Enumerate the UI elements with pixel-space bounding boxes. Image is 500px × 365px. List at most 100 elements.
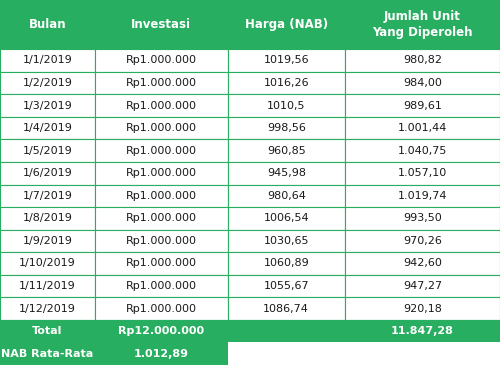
Text: Rp1.000.000: Rp1.000.000	[126, 236, 197, 246]
Bar	[0, 94, 95, 117]
Text: Total: Total	[32, 326, 62, 336]
Bar	[345, 49, 500, 72]
Bar	[228, 207, 345, 230]
Text: Rp1.000.000: Rp1.000.000	[126, 258, 197, 269]
Bar	[228, 252, 345, 275]
Text: 1.001,44: 1.001,44	[398, 123, 447, 133]
Text: 1/2/2019: 1/2/2019	[22, 78, 72, 88]
Bar	[228, 342, 345, 365]
Bar	[345, 275, 500, 297]
Text: 1/10/2019: 1/10/2019	[19, 258, 76, 269]
Text: 1006,54: 1006,54	[264, 214, 309, 223]
Bar	[95, 320, 228, 342]
Bar	[95, 342, 228, 365]
Text: 1055,67: 1055,67	[264, 281, 309, 291]
Bar	[0, 49, 95, 72]
Bar	[95, 297, 228, 320]
Text: 970,26: 970,26	[403, 236, 442, 246]
Bar	[345, 230, 500, 252]
Bar	[345, 320, 500, 342]
Text: 1/3/2019: 1/3/2019	[22, 101, 72, 111]
Text: Rp1.000.000: Rp1.000.000	[126, 78, 197, 88]
Text: 1060,89: 1060,89	[264, 258, 309, 269]
Bar	[345, 185, 500, 207]
Bar	[228, 117, 345, 139]
Text: 1016,26: 1016,26	[264, 78, 309, 88]
Bar	[0, 297, 95, 320]
Bar	[345, 94, 500, 117]
Bar	[228, 185, 345, 207]
Text: 960,85: 960,85	[267, 146, 306, 156]
Text: 980,82: 980,82	[403, 55, 442, 65]
Bar	[95, 94, 228, 117]
Bar	[228, 297, 345, 320]
Bar	[228, 320, 345, 342]
Bar	[95, 117, 228, 139]
Text: 945,98: 945,98	[267, 168, 306, 178]
Bar	[345, 139, 500, 162]
Text: Rp1.000.000: Rp1.000.000	[126, 214, 197, 223]
Text: 1.040,75: 1.040,75	[398, 146, 447, 156]
Bar	[228, 139, 345, 162]
Bar	[0, 139, 95, 162]
Bar	[0, 0, 95, 49]
Bar	[228, 49, 345, 72]
Bar	[0, 252, 95, 275]
Bar	[95, 185, 228, 207]
Bar	[345, 0, 500, 49]
Bar	[345, 297, 500, 320]
Bar	[228, 0, 345, 49]
Text: 1/4/2019: 1/4/2019	[22, 123, 72, 133]
Bar	[0, 72, 95, 94]
Text: 993,50: 993,50	[403, 214, 442, 223]
Bar	[95, 49, 228, 72]
Bar	[345, 342, 500, 365]
Text: 1030,65: 1030,65	[264, 236, 309, 246]
Text: 11.847,28: 11.847,28	[391, 326, 454, 336]
Bar	[0, 320, 95, 342]
Text: Rp1.000.000: Rp1.000.000	[126, 168, 197, 178]
Text: 1/9/2019: 1/9/2019	[22, 236, 72, 246]
Text: 1/11/2019: 1/11/2019	[19, 281, 76, 291]
Bar	[345, 162, 500, 185]
Bar	[95, 275, 228, 297]
Text: 984,00: 984,00	[403, 78, 442, 88]
Bar	[95, 0, 228, 49]
Bar	[0, 275, 95, 297]
Text: 1/6/2019: 1/6/2019	[22, 168, 72, 178]
Text: Rp1.000.000: Rp1.000.000	[126, 146, 197, 156]
Bar	[95, 162, 228, 185]
Bar	[345, 117, 500, 139]
Text: 1/7/2019: 1/7/2019	[22, 191, 72, 201]
Bar	[0, 207, 95, 230]
Text: Rp12.000.000: Rp12.000.000	[118, 326, 204, 336]
Bar	[345, 252, 500, 275]
Text: 980,64: 980,64	[267, 191, 306, 201]
Text: Bulan: Bulan	[28, 18, 66, 31]
Text: 1.012,89: 1.012,89	[134, 349, 189, 359]
Text: 920,18: 920,18	[403, 304, 442, 314]
Text: Harga (NAB): Harga (NAB)	[244, 18, 328, 31]
Bar	[228, 275, 345, 297]
Text: 1.019,74: 1.019,74	[398, 191, 448, 201]
Text: 1086,74: 1086,74	[264, 304, 309, 314]
Text: Investasi: Investasi	[131, 18, 191, 31]
Bar	[0, 185, 95, 207]
Text: 1/8/2019: 1/8/2019	[22, 214, 72, 223]
Text: Rp1.000.000: Rp1.000.000	[126, 281, 197, 291]
Bar	[228, 162, 345, 185]
Text: 947,27: 947,27	[403, 281, 442, 291]
Bar	[228, 94, 345, 117]
Text: Jumlah Unit
Yang Diperoleh: Jumlah Unit Yang Diperoleh	[372, 10, 473, 39]
Bar	[0, 117, 95, 139]
Text: Rp1.000.000: Rp1.000.000	[126, 191, 197, 201]
Bar	[95, 207, 228, 230]
Text: Rp1.000.000: Rp1.000.000	[126, 304, 197, 314]
Text: Rp1.000.000: Rp1.000.000	[126, 101, 197, 111]
Text: 1.057,10: 1.057,10	[398, 168, 447, 178]
Text: 1019,56: 1019,56	[264, 55, 309, 65]
Text: 1/12/2019: 1/12/2019	[19, 304, 76, 314]
Bar	[95, 252, 228, 275]
Text: NAB Rata-Rata: NAB Rata-Rata	[2, 349, 94, 359]
Text: 989,61: 989,61	[403, 101, 442, 111]
